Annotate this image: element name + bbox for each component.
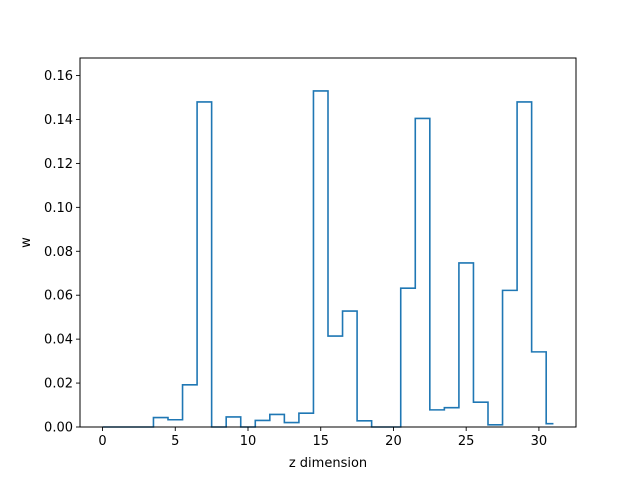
x-tick-label: 30 (531, 434, 548, 449)
y-axis-label: w (19, 237, 34, 248)
series-line (102, 90, 554, 428)
plot-area (102, 90, 554, 428)
y-tick-label: 0.00 (44, 421, 73, 436)
y-tick-label: 0.08 (44, 245, 73, 260)
x-axis: 0 5 10 15 20 25 30 (98, 427, 547, 449)
x-tick-label: 0 (98, 434, 106, 449)
y-axis: 0.00 0.02 0.04 0.06 0.08 0.10 0.12 0.14 0.16 (44, 69, 80, 436)
x-tick-label: 15 (312, 434, 329, 449)
x-tick-label: 10 (240, 434, 257, 449)
y-tick-label: 0.10 (44, 201, 73, 216)
x-tick-label: 20 (385, 434, 402, 449)
axes-frame (79, 57, 577, 428)
y-tick-label: 0.12 (44, 157, 73, 172)
y-tick-label: 0.16 (44, 69, 73, 84)
x-tick-label: 25 (458, 434, 475, 449)
y-tick-label: 0.04 (44, 333, 73, 348)
x-tick-label: 5 (171, 434, 179, 449)
y-tick-label: 0.14 (44, 113, 73, 128)
y-tick-label: 0.02 (44, 377, 73, 392)
x-axis-label: z dimension (289, 456, 367, 471)
y-tick-label: 0.06 (44, 289, 73, 304)
